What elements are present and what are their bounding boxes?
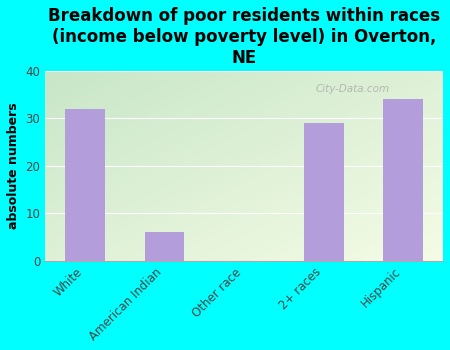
Text: City-Data.com: City-Data.com — [316, 84, 390, 94]
Title: Breakdown of poor residents within races
(income below poverty level) in Overton: Breakdown of poor residents within races… — [48, 7, 440, 66]
Bar — [383, 99, 423, 261]
Bar — [304, 123, 344, 261]
Y-axis label: absolute numbers: absolute numbers — [7, 103, 20, 229]
Bar — [65, 109, 105, 261]
Bar — [145, 232, 184, 261]
